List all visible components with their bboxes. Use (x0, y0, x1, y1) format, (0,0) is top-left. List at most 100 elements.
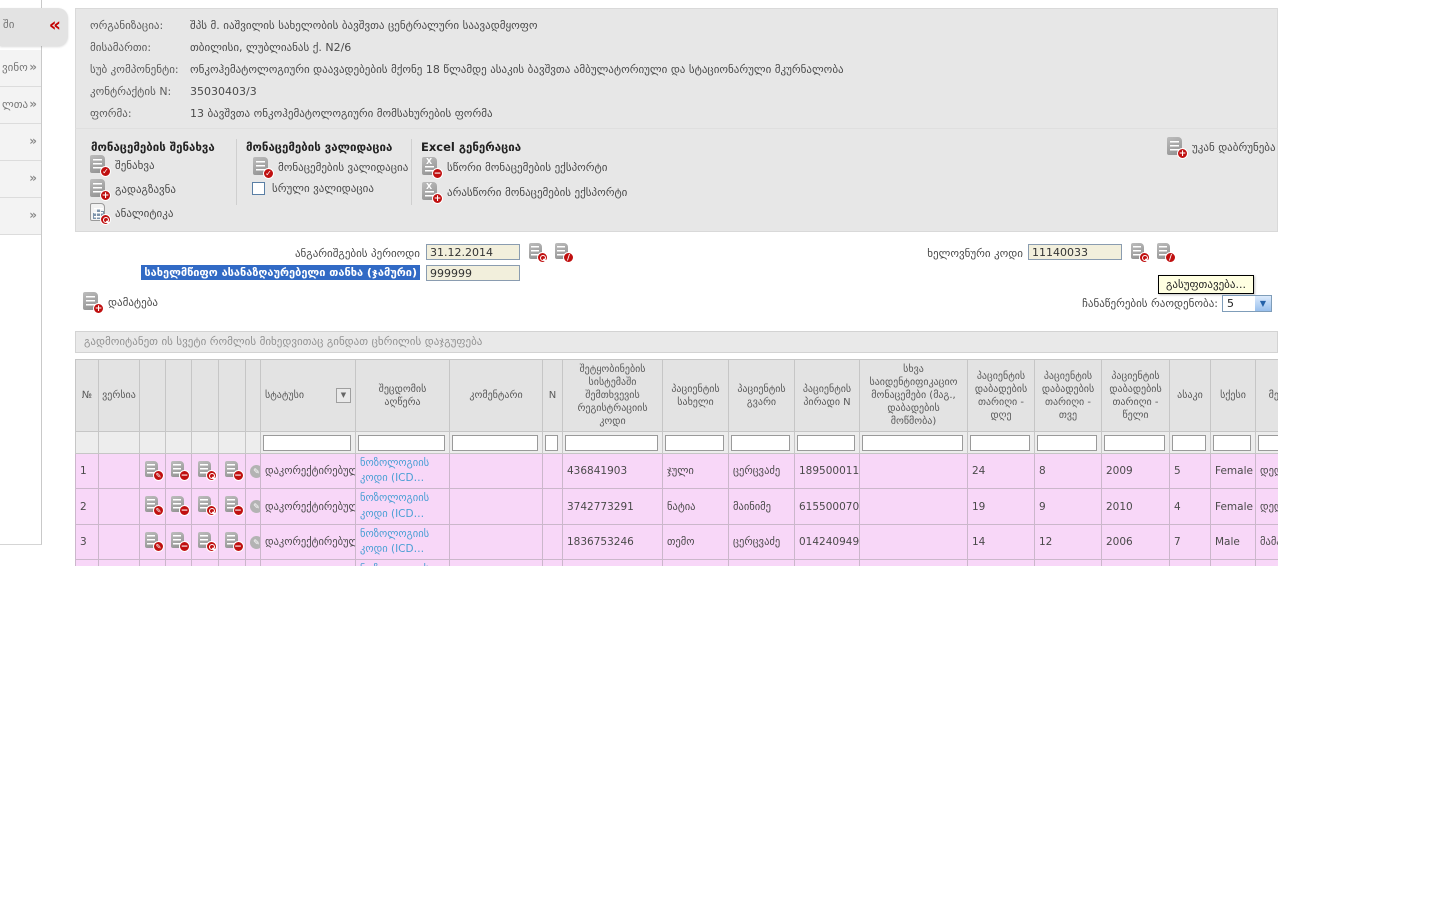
save-button[interactable]: შენახვა (89, 155, 155, 177)
add-button[interactable]: დამატება (82, 292, 158, 314)
sidebar-item[interactable]: » (0, 161, 41, 198)
row-delete-icon[interactable] (224, 460, 244, 481)
full-validation-option[interactable]: სრული ვალიდაცია (252, 182, 374, 195)
error-link[interactable]: ნოზოლოგიის კოდი (ICD… (360, 527, 430, 556)
col-version[interactable]: ვერსია (98, 359, 140, 432)
validate-button[interactable]: მონაცემების ვალიდაცია (252, 157, 408, 179)
code-clear-icon[interactable] (1156, 243, 1177, 263)
status-filter-dropdown[interactable]: ▼ (336, 388, 351, 403)
filter-age-input[interactable] (1172, 434, 1206, 451)
filter-other-id-input[interactable] (862, 434, 963, 451)
row-edit-icon[interactable] (144, 496, 164, 517)
col-birth-month[interactable]: პაციენტის დაბადების თარიღი - თვე (1034, 359, 1102, 432)
chevron-right-icon: » (29, 134, 37, 148)
col-last-name[interactable]: პაციენტის გვარი (728, 359, 795, 432)
group-hint-bar: გადმოიტანეთ ის სვეტი რომლის მიხედვითაც გ… (75, 331, 1278, 353)
cell-first-name: ჯული (662, 452, 729, 490)
sidebar: ში « ვინო » ლთაო » » » » (0, 0, 68, 545)
filter-error-input[interactable] (358, 434, 445, 451)
cell-other-id (859, 559, 968, 566)
filter-comment-input[interactable] (452, 434, 538, 451)
col-birth-year[interactable]: პაციენტის დაბადების თარიღი - წელი (1101, 359, 1170, 432)
col-num[interactable]: № (75, 359, 99, 432)
code-search-icon[interactable] (1130, 243, 1151, 263)
artificial-code-input[interactable] (1028, 244, 1122, 260)
row-view-icon[interactable] (197, 460, 217, 481)
col-birth-day[interactable]: პაციენტის დაბადების თარიღი - დღე (967, 359, 1035, 432)
cell-personal-n (794, 559, 860, 566)
period-clear-icon[interactable] (554, 243, 575, 263)
cell-version (98, 452, 140, 490)
filter-reg-code-input[interactable] (565, 434, 658, 451)
row-remove-icon[interactable] (170, 531, 190, 552)
export-invalid-button[interactable]: არასწორი მონაცემების ექსპორტი (421, 182, 627, 204)
full-validation-checkbox[interactable] (252, 182, 265, 195)
period-input[interactable] (426, 244, 520, 260)
records-count-select[interactable]: 5 ▼ (1222, 295, 1272, 312)
chevron-right-icon: » (29, 97, 37, 111)
filter-n-input[interactable] (545, 434, 558, 451)
filter-birth-year-input[interactable] (1104, 434, 1165, 451)
contract-label: კონტრაქტის N: (90, 85, 172, 98)
col-other-id[interactable]: სხვა საიდენტიფიკაციო მონაცემები (მაგ., დ… (859, 359, 968, 432)
cell-personal-n: 01424094939 (794, 523, 860, 561)
row-delete-icon[interactable] (224, 496, 244, 517)
cell-birth-month: 9 (1034, 488, 1102, 525)
error-link[interactable]: ნოზოლოგიის კოდი (ICD… (360, 563, 429, 566)
cell-status: დაკორექტირებულია (260, 523, 356, 561)
cell-version (98, 488, 140, 525)
sidebar-item[interactable]: ლთაო » (0, 87, 41, 124)
back-button[interactable]: უკან დაბრუნება (1166, 137, 1276, 159)
col-comment[interactable]: კომენტარი (449, 359, 543, 432)
chart-magnifier-icon (89, 203, 111, 225)
cell-age (1169, 559, 1211, 566)
row-edit-icon[interactable] (144, 460, 164, 481)
error-link[interactable]: ნოზოლოგიის კოდი (ICD… (360, 457, 430, 485)
filter-personal-n-input[interactable] (797, 434, 855, 451)
col-reg-code[interactable]: შეტყობინების სისტემაში შემთხვევის რეგისტ… (562, 359, 663, 432)
filter-birth-day-input[interactable] (970, 434, 1030, 451)
filter-last-name-input[interactable] (731, 434, 790, 451)
row-remove-icon[interactable] (170, 460, 190, 481)
period-search-icon[interactable] (528, 243, 549, 263)
col-n[interactable]: N (542, 359, 563, 432)
row-delete-icon[interactable] (224, 531, 244, 552)
col-action (245, 359, 261, 432)
sidebar-item[interactable]: » (0, 198, 41, 235)
send-button[interactable]: გადაგზავნა (89, 179, 176, 201)
col-guardian[interactable]: მეურვე (1255, 359, 1278, 432)
col-first-name[interactable]: პაციენტის სახელი (662, 359, 729, 432)
cell-birth-year: 2009 (1101, 452, 1170, 490)
sidebar-item[interactable]: ვინო » (0, 50, 41, 87)
cell-age: 7 (1169, 523, 1211, 561)
export-valid-button[interactable]: სწორი მონაცემების ექსპორტი (421, 157, 607, 179)
cell-birth-day: 19 (967, 488, 1035, 525)
col-sex[interactable]: სქესი (1210, 359, 1256, 432)
analytics-button[interactable]: ანალიტიკა (89, 203, 173, 225)
cell-version (98, 559, 140, 566)
filter-birth-month-input[interactable] (1037, 434, 1097, 451)
col-status[interactable]: სტატუსი ▼ (260, 359, 356, 432)
clear-tooltip: გასუფთავება... (1158, 275, 1254, 294)
filter-guardian-input[interactable] (1258, 434, 1278, 451)
cell-guardian: მამა (1255, 523, 1278, 561)
filter-status-input[interactable] (263, 434, 351, 451)
cell-comment (449, 488, 543, 525)
row-view-icon[interactable] (197, 531, 217, 552)
filter-first-name-input[interactable] (665, 434, 724, 451)
col-age[interactable]: ასაკი (1169, 359, 1211, 432)
filter-sex-input[interactable] (1213, 434, 1251, 451)
amount-input[interactable] (426, 265, 520, 281)
error-link[interactable]: ნოზოლოგიის კოდი (ICD… (360, 492, 430, 520)
col-personal-n[interactable]: პაციენტის პირადი N (794, 359, 860, 432)
col-action (165, 359, 192, 432)
row-edit-icon[interactable] (144, 531, 164, 552)
row-view-icon[interactable] (197, 496, 217, 517)
col-error[interactable]: შეცდომის აღწერა (355, 359, 450, 432)
sidebar-collapse-icon[interactable]: « (48, 14, 61, 36)
row-remove-icon[interactable] (170, 496, 190, 517)
cell-birth-year (1101, 559, 1170, 566)
cell-last-name: მაინიმე (728, 488, 795, 525)
sidebar-item[interactable]: » (0, 124, 41, 161)
cell-sex: Female (1210, 488, 1256, 525)
